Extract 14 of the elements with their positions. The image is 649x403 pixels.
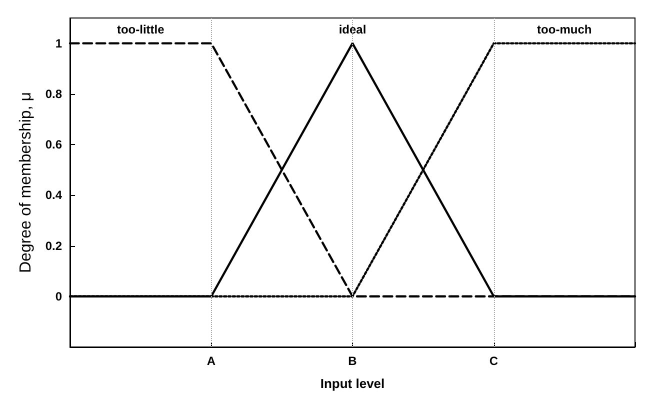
x-axis-title: Input level: [320, 376, 385, 391]
x-tick-label: A: [206, 354, 216, 368]
y-axis-title: Degree of membership, μ: [18, 92, 34, 273]
y-tick-label: 1: [55, 36, 62, 50]
series-label: ideal: [338, 22, 366, 36]
x-tick-label: B: [348, 354, 358, 368]
series-label: too-little: [116, 22, 165, 36]
y-tick-label: 0.2: [45, 238, 62, 253]
y-tick-label: 0.8: [45, 86, 62, 101]
y-tick-label: 0.4: [45, 188, 62, 202]
y-tick-label: 0.6: [45, 138, 62, 152]
y-tick-label: 0: [55, 289, 62, 304]
x-tick-label: C: [489, 354, 498, 368]
series-label: too-much: [537, 22, 592, 36]
